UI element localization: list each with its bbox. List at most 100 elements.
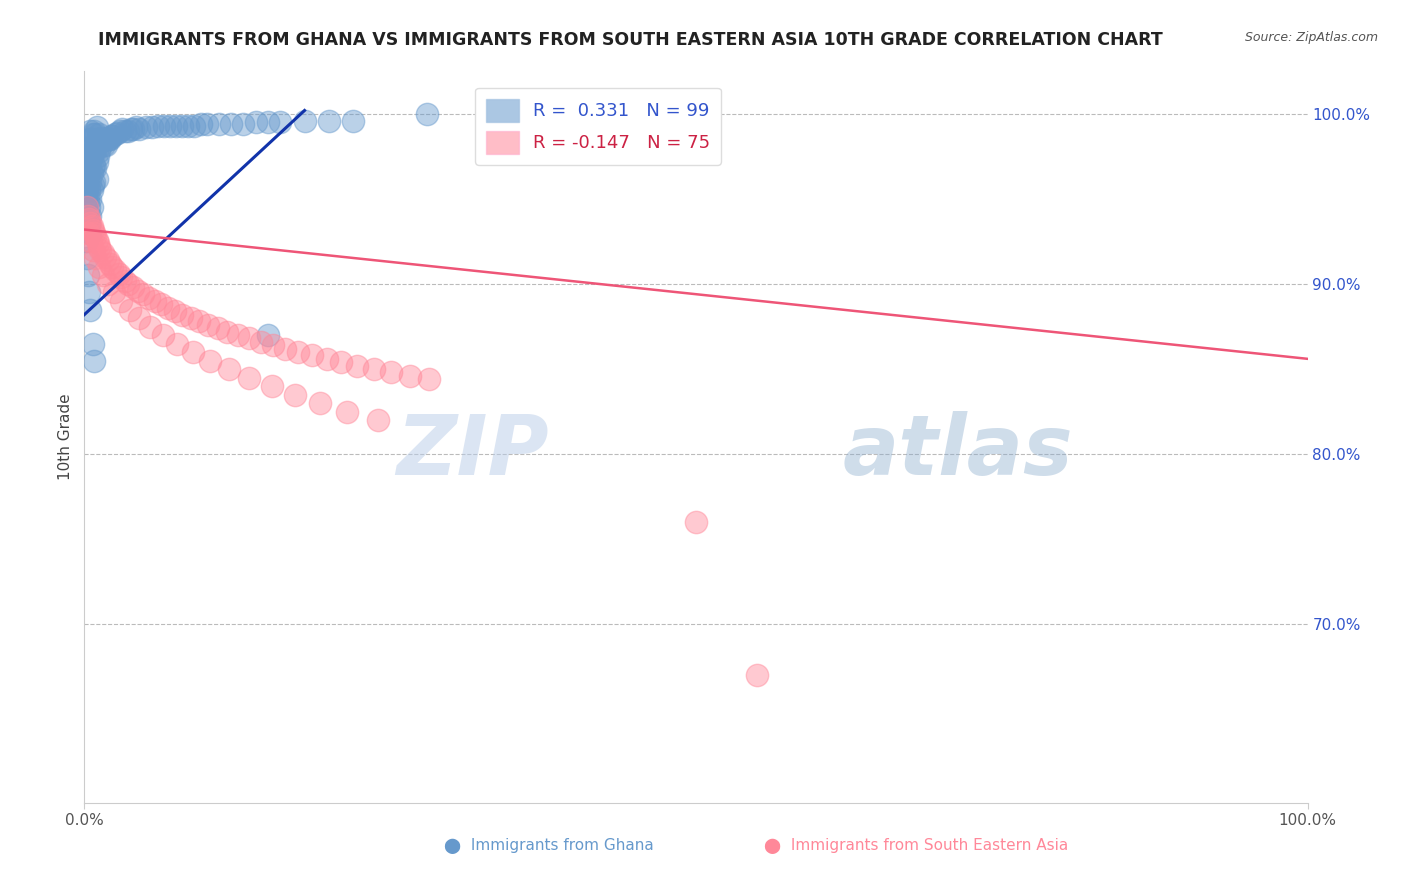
Text: atlas: atlas [842, 411, 1073, 492]
Point [139, 319, 162, 334]
Point [101, 128, 124, 143]
Point [94, 132, 117, 146]
Point [363, 362, 385, 376]
Point [84, 229, 107, 244]
Text: ZIP: ZIP [396, 411, 550, 492]
Point [84, 161, 107, 176]
Point [143, 293, 166, 308]
Point [77, 132, 100, 146]
Point [100, 128, 122, 143]
Point [232, 117, 254, 131]
Point [82, 178, 104, 193]
Point [342, 113, 364, 128]
Point [77, 166, 100, 180]
Point [287, 345, 309, 359]
Point [87, 260, 110, 274]
Point [107, 267, 129, 281]
Point [80, 219, 103, 234]
Point [79, 158, 101, 172]
Point [228, 328, 250, 343]
Point [685, 515, 707, 529]
Point [125, 120, 148, 135]
Point [284, 387, 307, 401]
Point [200, 353, 222, 368]
Point [274, 342, 297, 356]
Point [87, 132, 110, 146]
Text: ⬤  Immigrants from South Eastern Asia: ⬤ Immigrants from South Eastern Asia [763, 838, 1069, 854]
Point [301, 348, 323, 362]
Point [87, 128, 110, 142]
Point [75, 235, 97, 249]
Point [180, 311, 202, 326]
Point [132, 287, 155, 301]
Point [128, 311, 150, 326]
Point [79, 192, 101, 206]
Point [172, 119, 194, 133]
Point [135, 120, 157, 135]
Point [418, 372, 440, 386]
Point [104, 128, 127, 142]
Point [79, 235, 101, 249]
Point [93, 137, 115, 152]
Point [165, 119, 187, 133]
Point [76, 149, 98, 163]
Point [83, 175, 105, 189]
Point [96, 137, 118, 152]
Text: IMMIGRANTS FROM GHANA VS IMMIGRANTS FROM SOUTH EASTERN ASIA 10TH GRADE CORRELATI: IMMIGRANTS FROM GHANA VS IMMIGRANTS FROM… [98, 31, 1163, 49]
Point [238, 331, 260, 345]
Point [75, 192, 97, 206]
Point [346, 359, 368, 373]
Point [257, 115, 280, 129]
Point [260, 379, 283, 393]
Point [118, 302, 141, 317]
Point [75, 175, 97, 189]
Text: Source: ZipAtlas.com: Source: ZipAtlas.com [1244, 31, 1378, 45]
Point [103, 285, 125, 300]
Point [76, 252, 98, 266]
Point [90, 137, 112, 152]
Point [97, 277, 120, 291]
Point [188, 314, 211, 328]
Point [79, 216, 101, 230]
Point [77, 226, 100, 240]
Point [77, 285, 100, 300]
Point [181, 345, 204, 359]
Point [166, 336, 188, 351]
Point [82, 145, 104, 159]
Point [747, 668, 769, 682]
Point [80, 149, 103, 163]
Point [122, 122, 145, 136]
Point [245, 115, 267, 129]
Point [76, 201, 98, 215]
Point [315, 351, 337, 366]
Point [83, 226, 105, 240]
Point [117, 277, 139, 291]
Point [120, 122, 142, 136]
Point [111, 122, 134, 136]
Point [98, 132, 121, 146]
Point [87, 236, 110, 251]
Point [82, 128, 104, 142]
Point [127, 284, 149, 298]
Point [207, 321, 229, 335]
Point [195, 117, 218, 131]
Point [87, 239, 110, 253]
Point [146, 119, 169, 133]
Point [249, 334, 271, 349]
Point [190, 117, 212, 131]
Point [77, 209, 100, 223]
Point [105, 126, 128, 140]
Point [117, 124, 139, 138]
Point [138, 291, 160, 305]
Point [77, 201, 100, 215]
Point [86, 233, 108, 247]
Point [97, 132, 120, 146]
Point [217, 325, 239, 339]
Point [330, 355, 353, 369]
Point [77, 175, 100, 189]
Point [97, 253, 120, 268]
Point [86, 171, 108, 186]
Point [97, 132, 120, 146]
Point [416, 107, 439, 121]
Point [80, 132, 103, 146]
